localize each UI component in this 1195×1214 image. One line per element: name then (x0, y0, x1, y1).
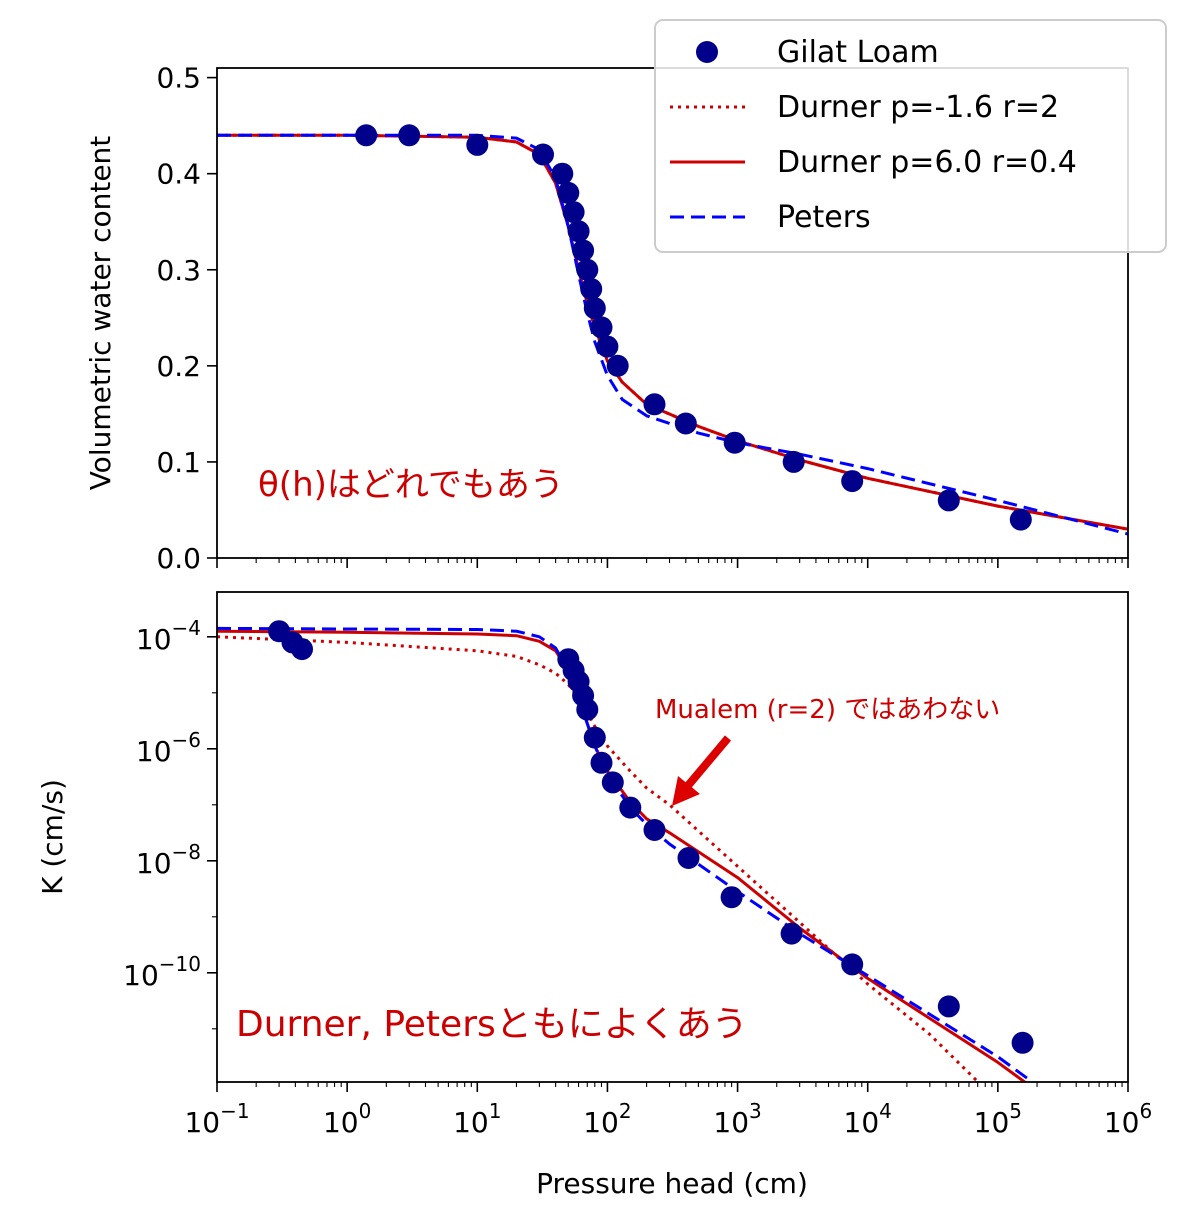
bottom-x-tick-label: 103 (713, 1099, 761, 1139)
tick-base: 10 (184, 1106, 220, 1139)
top-y-tick-label: 0.1 (156, 446, 201, 479)
top-y-tick-label: 0.4 (156, 158, 201, 191)
tick-base: 10 (136, 735, 172, 768)
bottom-x-tick-label: 106 (1104, 1099, 1152, 1139)
tick-exponent: −4 (172, 616, 201, 640)
top-data-point (567, 220, 590, 243)
legend-box (654, 19, 1167, 253)
top-data-point (562, 201, 585, 224)
bottom-data-point (841, 953, 864, 976)
bottom-data-point (937, 995, 960, 1018)
legend: Gilat Loam Durner p=-1.6 r=2 Durner p=6.0 … (654, 19, 1167, 253)
tick-base: 10 (136, 623, 172, 656)
tick-exponent: −8 (172, 840, 201, 864)
top-data-point (557, 181, 580, 204)
tick-base: 10 (323, 1106, 359, 1139)
bottom-x-axis-label: Pressure head (cm) (536, 1167, 808, 1200)
tick-base: 10 (713, 1106, 749, 1139)
top-panel: 0.0 0.1 0.2 0.3 0.4 0.5 Volumetric water conte… (84, 62, 1129, 575)
bottom-y-axis-label: K (cm/s) (36, 779, 69, 895)
legend-label: Peters (777, 200, 871, 235)
tick-exponent: 0 (359, 1099, 372, 1123)
top-data-point (937, 489, 960, 512)
bottom-x-tick-label: 101 (453, 1099, 501, 1139)
bottom-data-point (720, 886, 743, 909)
bottom-annotation-main: Durner, Petersともによくあう (236, 1004, 748, 1045)
legend-marker (696, 41, 718, 63)
bottom-x-tick-label: 10−1 (184, 1099, 249, 1139)
tick-base: 10 (453, 1106, 489, 1139)
top-data-point (1009, 508, 1032, 531)
top-y-tick-label: 0.3 (156, 254, 201, 287)
bottom-data-point (291, 638, 313, 661)
bottom-data-point (780, 922, 803, 945)
top-y-axis-label: Volumetric water content (84, 136, 117, 491)
top-data-point (782, 450, 805, 473)
tick-exponent: 5 (1009, 1099, 1022, 1123)
top-data-point (551, 162, 574, 185)
annotation-arrow-head (672, 776, 700, 806)
bottom-x-tick-label: 105 (974, 1099, 1022, 1139)
bottom-data-point (590, 751, 613, 774)
bottom-axes-frame (216, 591, 1129, 1083)
top-y-tick-label: 0.0 (156, 542, 201, 575)
tick-exponent: −10 (159, 952, 201, 976)
top-data-point (576, 258, 599, 281)
bottom-x-tick-label: 104 (844, 1099, 892, 1139)
tick-exponent: −6 (172, 728, 201, 752)
bottom-data-point (1011, 1031, 1034, 1054)
tick-base: 10 (136, 847, 172, 880)
bottom-data-point (576, 698, 599, 721)
top-data-point (398, 124, 421, 147)
top-data-point (606, 354, 629, 377)
bottom-y-tick-label: 10−10 (123, 952, 201, 992)
top-data-point (355, 124, 378, 147)
tick-exponent: 2 (619, 1099, 632, 1123)
bottom-y-tick-label: 10−8 (136, 840, 201, 880)
top-plot-area (217, 124, 1128, 536)
bottom-data-point (583, 726, 606, 749)
tick-base: 10 (1104, 1106, 1140, 1139)
bottom-data-point (643, 819, 666, 841)
tick-base: 10 (583, 1106, 619, 1139)
top-data-point (596, 335, 619, 358)
annotation-arrow-shaft (682, 735, 732, 791)
tick-exponent: 1 (489, 1099, 502, 1123)
top-data-point (674, 412, 697, 435)
bottom-x-tick-label: 102 (583, 1099, 631, 1139)
tick-exponent: −1 (220, 1099, 249, 1123)
top-y-tick-label: 0.5 (156, 62, 201, 95)
top-y-tick-label: 0.2 (156, 350, 201, 383)
top-data-point (580, 278, 603, 300)
top-data-point (590, 316, 613, 339)
tick-exponent: 3 (749, 1099, 762, 1123)
top-annotation: θ(h)はどれでもあう (258, 465, 564, 505)
top-data-point (466, 133, 489, 156)
bottom-data-point (601, 771, 624, 794)
bottom-y-tick-label: 10−6 (136, 728, 201, 768)
tick-base: 10 (123, 959, 159, 992)
tick-base: 10 (974, 1106, 1010, 1139)
bottom-x-tick-label: 100 (323, 1099, 371, 1139)
legend-label: Durner p=-1.6 r=2 (777, 90, 1059, 125)
bottom-data-point (677, 847, 700, 869)
tick-base: 10 (844, 1106, 880, 1139)
bottom-plot-area (217, 620, 1035, 1082)
top-data-point (572, 239, 595, 262)
top-data-point (532, 143, 554, 166)
bottom-data-point (619, 796, 642, 819)
top-data-point (723, 431, 746, 454)
bottom-annotation-mualem: Mualem (r=2) ではあわない (655, 695, 1000, 725)
tick-exponent: 6 (1139, 1099, 1152, 1123)
top-data-point (583, 297, 606, 320)
top-data-point (643, 393, 666, 416)
bottom-y-tick-label: 10−4 (136, 616, 201, 656)
legend-label: Gilat Loam (777, 35, 939, 70)
top-data-point (841, 470, 864, 493)
legend-label: Durner p=6.0 r=0.4 (777, 145, 1077, 180)
tick-exponent: 4 (879, 1099, 892, 1123)
